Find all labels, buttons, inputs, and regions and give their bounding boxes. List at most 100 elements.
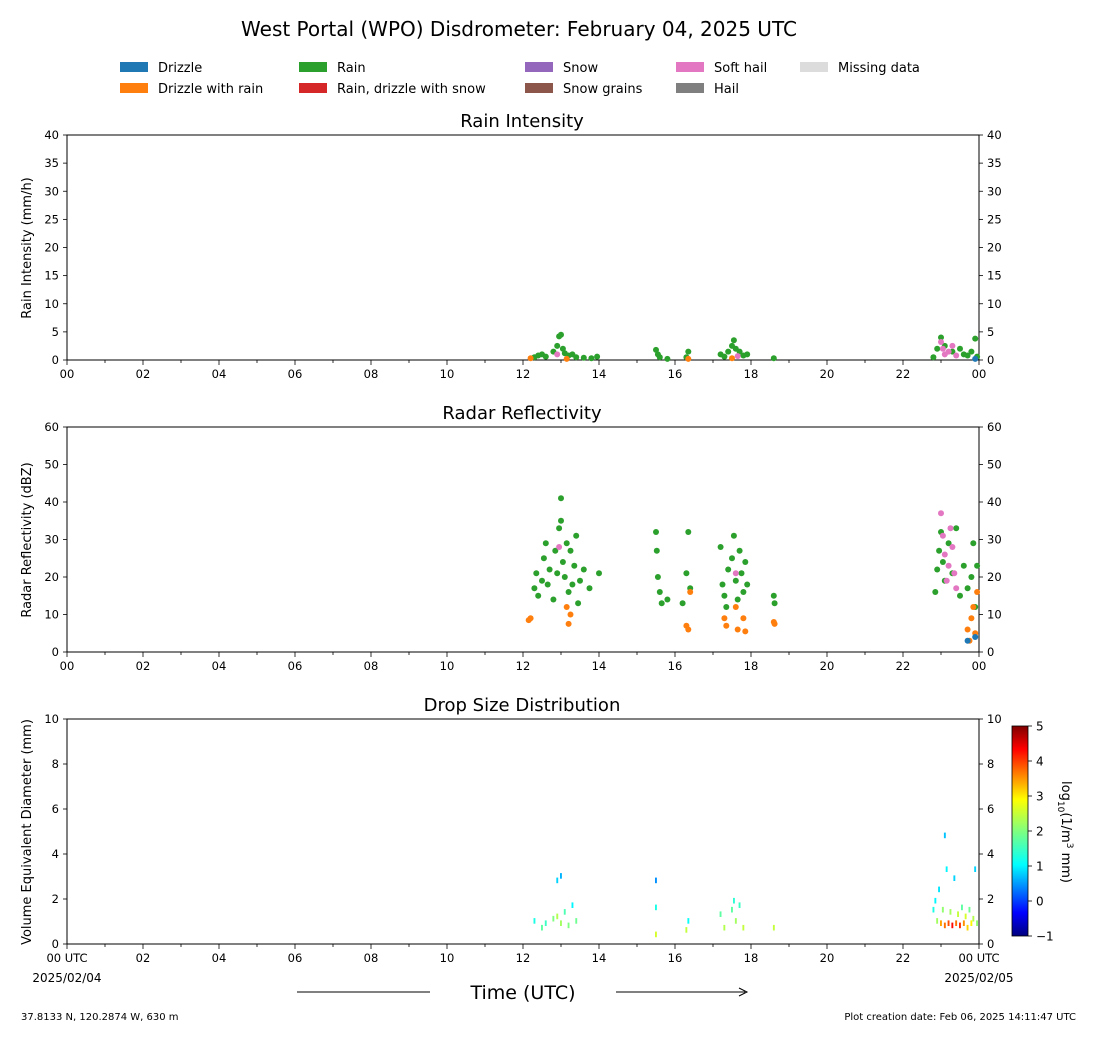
x-tick-label: 14 bbox=[592, 367, 607, 381]
data-point bbox=[736, 547, 743, 554]
dsd-cell bbox=[734, 918, 737, 924]
x-tick-label: 12 bbox=[516, 659, 531, 673]
dsd-cell bbox=[655, 931, 657, 938]
dsd-cell bbox=[533, 918, 536, 924]
x-tick-label: 00 bbox=[60, 659, 75, 673]
data-point bbox=[533, 570, 540, 577]
data-point bbox=[558, 517, 564, 524]
colorbar-tick-label: −1 bbox=[1036, 930, 1054, 944]
data-point bbox=[558, 331, 564, 338]
dsd-cell bbox=[731, 906, 733, 913]
colorbar-tick-label: 5 bbox=[1036, 720, 1044, 734]
x-tick-label: 22 bbox=[896, 659, 911, 673]
dsd-cell bbox=[964, 913, 967, 920]
dsd-ylabel: Volume Equivalent Diameter (mm) bbox=[20, 719, 35, 945]
dsd-cell bbox=[575, 918, 578, 924]
data-point bbox=[563, 355, 570, 362]
y-tick-label-right: 6 bbox=[987, 802, 994, 816]
y-tick-label-right: 0 bbox=[987, 353, 994, 367]
x-tick-label: 20 bbox=[820, 951, 835, 965]
data-point bbox=[964, 352, 971, 359]
x-tick-label: 12 bbox=[516, 951, 531, 965]
dsd-cell bbox=[552, 915, 555, 922]
legend-swatch bbox=[676, 83, 704, 93]
x-tick-label: 10 bbox=[440, 367, 455, 381]
dsd-cell bbox=[738, 902, 741, 908]
y-tick-label-right: 10 bbox=[987, 712, 1002, 726]
data-point bbox=[658, 600, 665, 607]
data-point bbox=[972, 634, 979, 640]
data-point bbox=[943, 577, 950, 584]
y-tick-label: 10 bbox=[44, 297, 59, 311]
data-point bbox=[559, 559, 566, 565]
y-tick-label-right: 5 bbox=[987, 325, 994, 339]
data-point bbox=[653, 346, 659, 353]
colorbar-tick-label: 1 bbox=[1036, 860, 1044, 874]
y-tick-label: 20 bbox=[44, 241, 59, 255]
y-tick-label: 10 bbox=[44, 608, 59, 622]
dsd-cell bbox=[541, 924, 543, 931]
x-tick-label: 00 bbox=[972, 367, 987, 381]
data-point bbox=[968, 574, 975, 580]
y-tick-label-right: 25 bbox=[987, 212, 1002, 226]
x-tick-label: 00 bbox=[60, 367, 75, 381]
dsd-cell bbox=[733, 897, 735, 904]
dsd-cell bbox=[951, 922, 954, 929]
data-point bbox=[974, 589, 981, 595]
data-point bbox=[957, 592, 963, 599]
y-tick-label-right: 30 bbox=[987, 184, 1002, 198]
data-point bbox=[573, 354, 580, 361]
legend-label: Snow bbox=[563, 61, 598, 76]
data-point bbox=[567, 547, 574, 554]
legend-label: Rain, drizzle with snow bbox=[337, 82, 486, 97]
x-tick-label: 04 bbox=[212, 367, 227, 381]
data-point bbox=[742, 559, 749, 565]
dsd-cell bbox=[966, 924, 969, 931]
y-tick-label: 40 bbox=[44, 495, 59, 509]
data-point bbox=[565, 589, 572, 595]
data-point bbox=[968, 348, 975, 355]
end-date-label: 2025/02/05 bbox=[944, 971, 1013, 985]
data-point bbox=[740, 615, 747, 622]
data-point bbox=[531, 585, 538, 592]
y-tick-label-right: 8 bbox=[987, 757, 994, 771]
creation-date-text: Plot creation date: Feb 06, 2025 14:11:4… bbox=[844, 1012, 1076, 1023]
data-point bbox=[945, 348, 952, 355]
data-point bbox=[561, 574, 568, 580]
data-point bbox=[732, 570, 739, 577]
x-tick-label: 00 bbox=[972, 659, 987, 673]
data-point bbox=[730, 337, 737, 344]
legend-label: Drizzle bbox=[158, 61, 202, 76]
x-tick-label: 06 bbox=[288, 951, 303, 965]
dsd-cell bbox=[936, 918, 939, 924]
dsd-cell bbox=[938, 886, 940, 893]
data-point bbox=[945, 562, 952, 569]
legend-swatch bbox=[676, 62, 704, 72]
data-point bbox=[580, 354, 587, 361]
colorbar-tick-label: 2 bbox=[1036, 825, 1044, 839]
data-point bbox=[571, 562, 578, 569]
x-tick-label: 20 bbox=[820, 659, 835, 673]
data-point bbox=[934, 345, 941, 352]
x-tick-label: 10 bbox=[440, 951, 455, 965]
data-point bbox=[544, 581, 551, 588]
dsd-cell bbox=[949, 909, 952, 915]
dsd-cell bbox=[544, 920, 547, 926]
y-tick-label: 0 bbox=[52, 645, 59, 659]
dsd-cell bbox=[772, 924, 775, 931]
data-point bbox=[539, 577, 545, 584]
dsd-cell bbox=[560, 920, 562, 926]
data-point bbox=[552, 547, 559, 554]
y-tick-label-right: 20 bbox=[987, 241, 1002, 255]
legend-label: Snow grains bbox=[563, 82, 643, 97]
data-point bbox=[654, 574, 661, 580]
data-point bbox=[771, 620, 778, 627]
y-tick-label-right: 10 bbox=[987, 608, 1002, 622]
data-point bbox=[723, 622, 730, 629]
radar-reflectivity-ylabel: Radar Reflectivity (dBZ) bbox=[20, 462, 35, 617]
data-point bbox=[730, 532, 737, 539]
data-point bbox=[939, 532, 946, 539]
